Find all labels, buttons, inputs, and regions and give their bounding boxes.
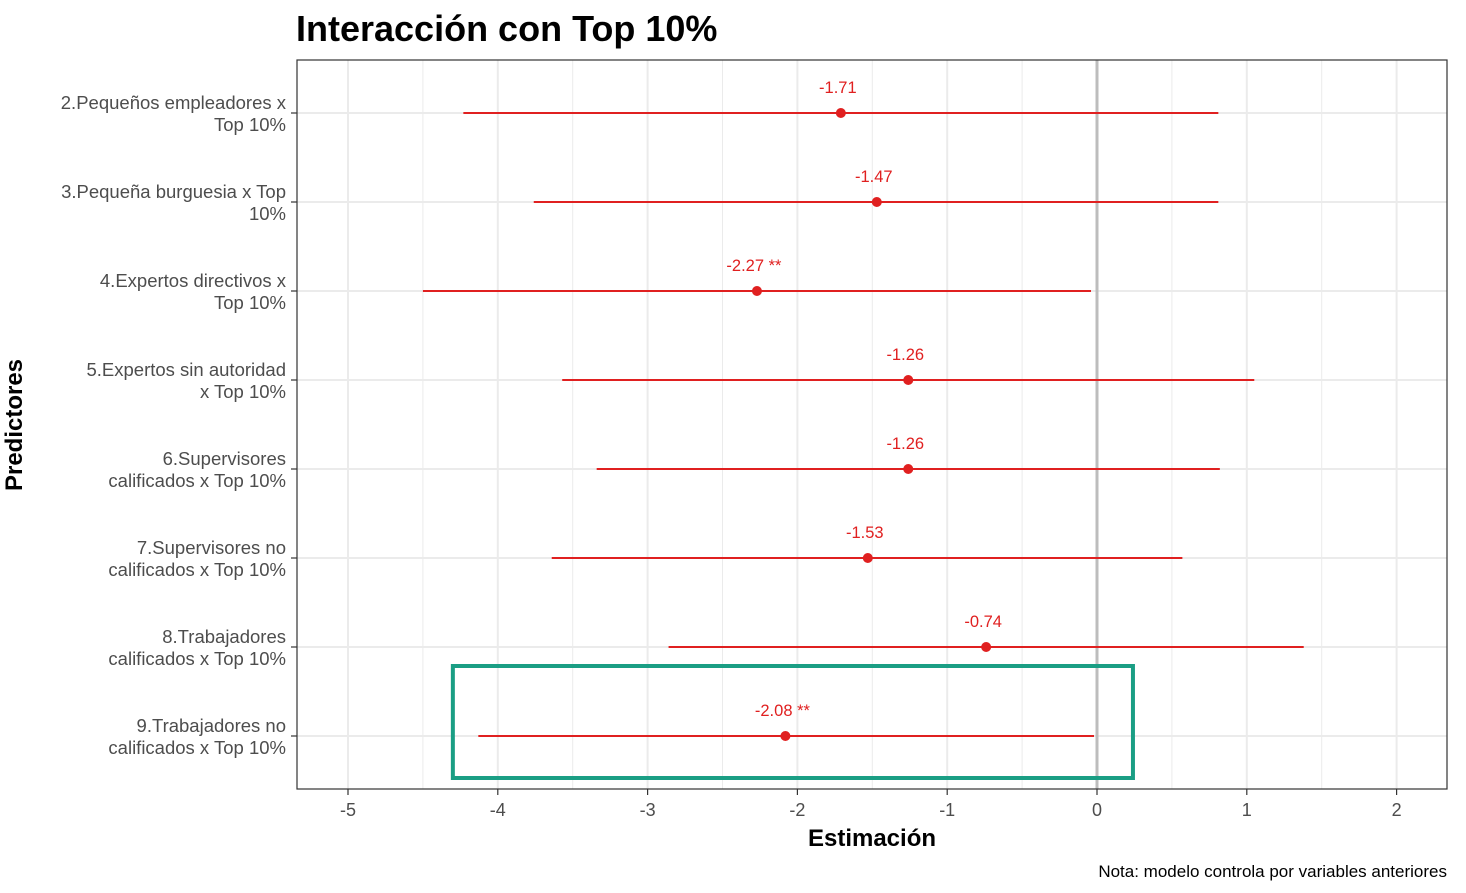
data-point [780,731,791,741]
x-tick-label: 2 [1392,800,1402,820]
data-label: -1.26 [886,435,924,453]
y-tick-label: 3.Pequeña burguesia x Top 10% [61,181,286,224]
y-axis-title: Predictores [1,359,28,491]
y-tick-label: 7.Supervisores no calificados x Top 10% [108,537,286,580]
data-point [903,464,914,474]
data-label: -0.74 [964,613,1002,631]
x-tick-label: -5 [340,800,356,820]
x-tick-label: -4 [490,800,506,820]
x-tick-label: 0 [1092,800,1102,820]
y-tick-label: 8.Trabajadores calificados x Top 10% [108,626,286,669]
x-tick-label: -3 [640,800,656,820]
plot-panel: -1.71 -1.47 -2.27 ** -1.26 -1.26 -1.53 -0.74 -2… [296,59,1448,790]
data-label: -2.08 ** [755,702,811,720]
data-point [871,197,882,207]
x-tick-label: 1 [1242,800,1252,820]
data-label: -1.71 [819,79,857,97]
y-tick-label: 4.Expertos directivos x Top 10% [100,270,287,313]
x-tick-label: -1 [939,800,955,820]
x-axis-title: Estimación [808,825,936,852]
x-tick-label: -2 [789,800,805,820]
data-label: -2.27 ** [726,257,782,275]
data-point [835,108,846,118]
data-label: -1.47 [855,168,893,186]
y-tick-label: 6.Supervisores calificados x Top 10% [108,448,286,491]
y-tick-label: 9.Trabajadores no calificados x Top 10% [108,715,286,758]
data-point [903,375,914,385]
data-point [981,642,992,652]
panel-border [296,59,1448,790]
data-point [751,286,762,296]
chart-note: Nota: modelo controla por variables ante… [1098,862,1447,881]
data-label: -1.26 [886,346,924,364]
highlight-box [450,664,1135,780]
y-tick-label: 2.Pequeños empleadores x Top 10% [61,92,287,135]
data-label: -1.53 [846,524,884,542]
chart-title: Interacción con Top 10% [296,8,717,49]
data-point [862,553,873,563]
y-tick-label: 5.Expertos sin autoridad x Top 10% [86,359,286,402]
